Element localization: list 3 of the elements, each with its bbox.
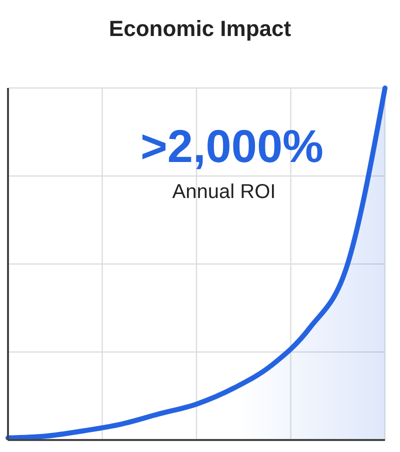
annotation: >2,000% [140,120,324,172]
chart-title: Economic Impact [108,16,292,41]
annotation: Annual ROI [172,181,276,203]
